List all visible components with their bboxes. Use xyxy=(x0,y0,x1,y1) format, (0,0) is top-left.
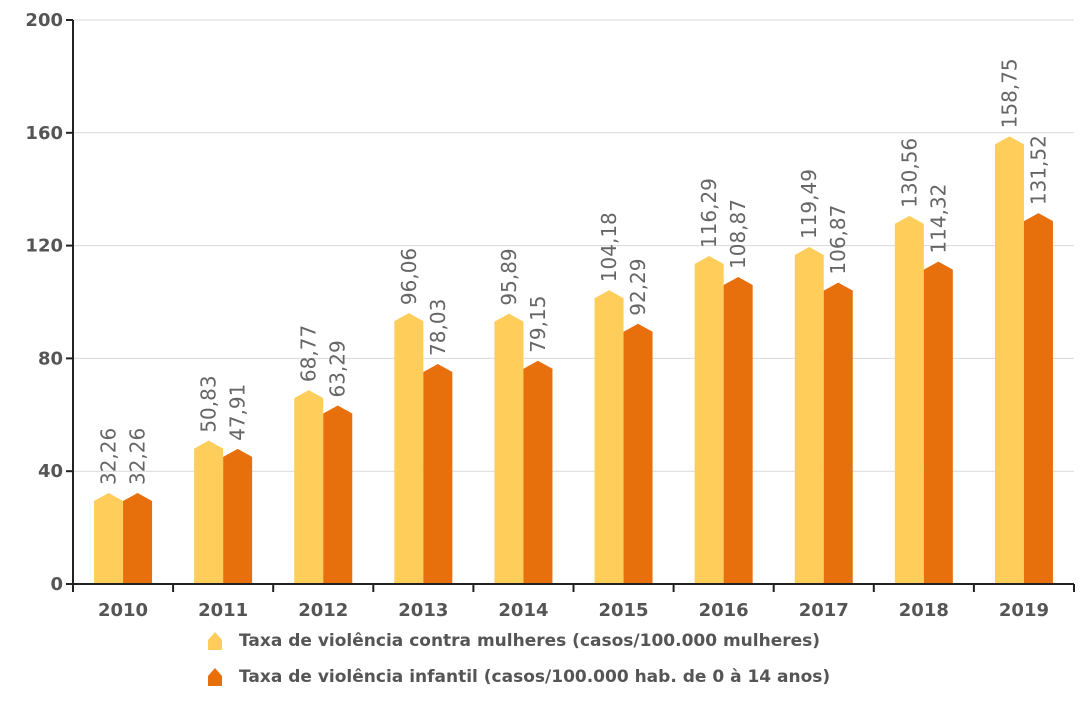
y-tick-label: 80 xyxy=(38,348,63,369)
x-tick-label: 2012 xyxy=(298,600,348,621)
y-tick-label: 160 xyxy=(25,123,63,144)
bar-infantil xyxy=(823,282,853,584)
bars xyxy=(94,136,1053,585)
x-tick-label: 2010 xyxy=(98,600,148,621)
bar-mulheres xyxy=(394,313,424,584)
bar-infantil xyxy=(723,276,753,584)
x-tick-label: 2019 xyxy=(999,600,1049,621)
legend-label-infantil: Taxa de violência infantil (casos/100.00… xyxy=(239,667,831,687)
bar-infantil xyxy=(523,360,553,584)
data-label-infantil: 114,32 xyxy=(926,184,950,254)
bar-infantil xyxy=(423,363,453,584)
legend-label-mulheres: Taxa de violência contra mulheres (casos… xyxy=(239,631,821,651)
x-axis-ticks xyxy=(72,584,1075,592)
x-tick-label: 2017 xyxy=(799,600,849,621)
bar-mulheres xyxy=(894,215,924,584)
data-label-infantil: 47,91 xyxy=(226,384,250,441)
bar-mulheres xyxy=(594,290,624,584)
data-label-mulheres: 104,18 xyxy=(597,212,621,282)
x-tick-label: 2011 xyxy=(198,600,248,621)
legend-swatch-orange-icon xyxy=(205,667,225,687)
data-label-infantil: 63,29 xyxy=(326,340,350,397)
data-label-infantil: 92,29 xyxy=(626,258,650,315)
x-axis-tick-labels: 2010 2011 2012 2013 2014 2015 2016 2017 2018 2019 xyxy=(98,600,1049,621)
data-label-mulheres: 50,83 xyxy=(197,375,221,432)
y-tick-label: 200 xyxy=(25,10,63,31)
data-label-mulheres: 158,75 xyxy=(997,58,1021,128)
bar-infantil xyxy=(323,405,353,584)
y-tick-label: 40 xyxy=(38,461,63,482)
data-label-mulheres: 96,06 xyxy=(397,248,421,305)
legend-item-mulheres: Taxa de violência contra mulheres (casos… xyxy=(205,623,830,659)
y-axis-tick-labels: 0 40 80 120 160 200 xyxy=(25,10,63,595)
data-label-infantil: 78,03 xyxy=(426,299,450,356)
bar-mulheres xyxy=(994,136,1024,584)
bar-infantil xyxy=(1023,213,1053,585)
data-label-infantil: 108,87 xyxy=(726,199,750,269)
x-tick-label: 2018 xyxy=(899,600,949,621)
bar-mulheres xyxy=(94,493,124,584)
data-label-infantil: 106,87 xyxy=(826,205,850,275)
data-label-mulheres: 95,89 xyxy=(497,248,521,305)
bar-infantil xyxy=(223,448,253,584)
bar-mulheres xyxy=(494,313,524,584)
data-label-infantil: 79,15 xyxy=(526,296,550,353)
data-label-mulheres: 130,56 xyxy=(897,138,921,208)
x-tick-label: 2015 xyxy=(598,600,648,621)
y-tick-label: 0 xyxy=(50,574,63,595)
x-tick-label: 2014 xyxy=(498,600,548,621)
data-label-infantil: 131,52 xyxy=(1026,135,1050,205)
data-label-infantil: 32,26 xyxy=(126,428,150,485)
data-labels: 32,26 32,26 50,83 47,91 68,77 63,29 96,0678,03… xyxy=(97,58,1051,485)
bar-mulheres xyxy=(294,390,324,584)
legend-swatch-yellow-icon xyxy=(205,631,225,651)
x-tick-label: 2013 xyxy=(398,600,448,621)
data-label-mulheres: 119,49 xyxy=(797,169,821,239)
y-tick-label: 120 xyxy=(25,236,63,257)
bar-mulheres xyxy=(794,247,824,584)
bar-infantil xyxy=(123,493,153,584)
data-label-mulheres: 68,77 xyxy=(297,325,321,382)
legend-item-infantil: Taxa de violência infantil (casos/100.00… xyxy=(205,659,830,695)
bar-infantil xyxy=(623,323,653,584)
legend: Taxa de violência contra mulheres (casos… xyxy=(205,623,830,695)
bar-mulheres xyxy=(694,256,724,584)
x-tick-label: 2016 xyxy=(699,600,749,621)
data-label-mulheres: 32,26 xyxy=(97,428,121,485)
bar-infantil xyxy=(923,261,953,584)
data-label-mulheres: 116,29 xyxy=(697,178,721,248)
bar-mulheres xyxy=(194,440,224,584)
